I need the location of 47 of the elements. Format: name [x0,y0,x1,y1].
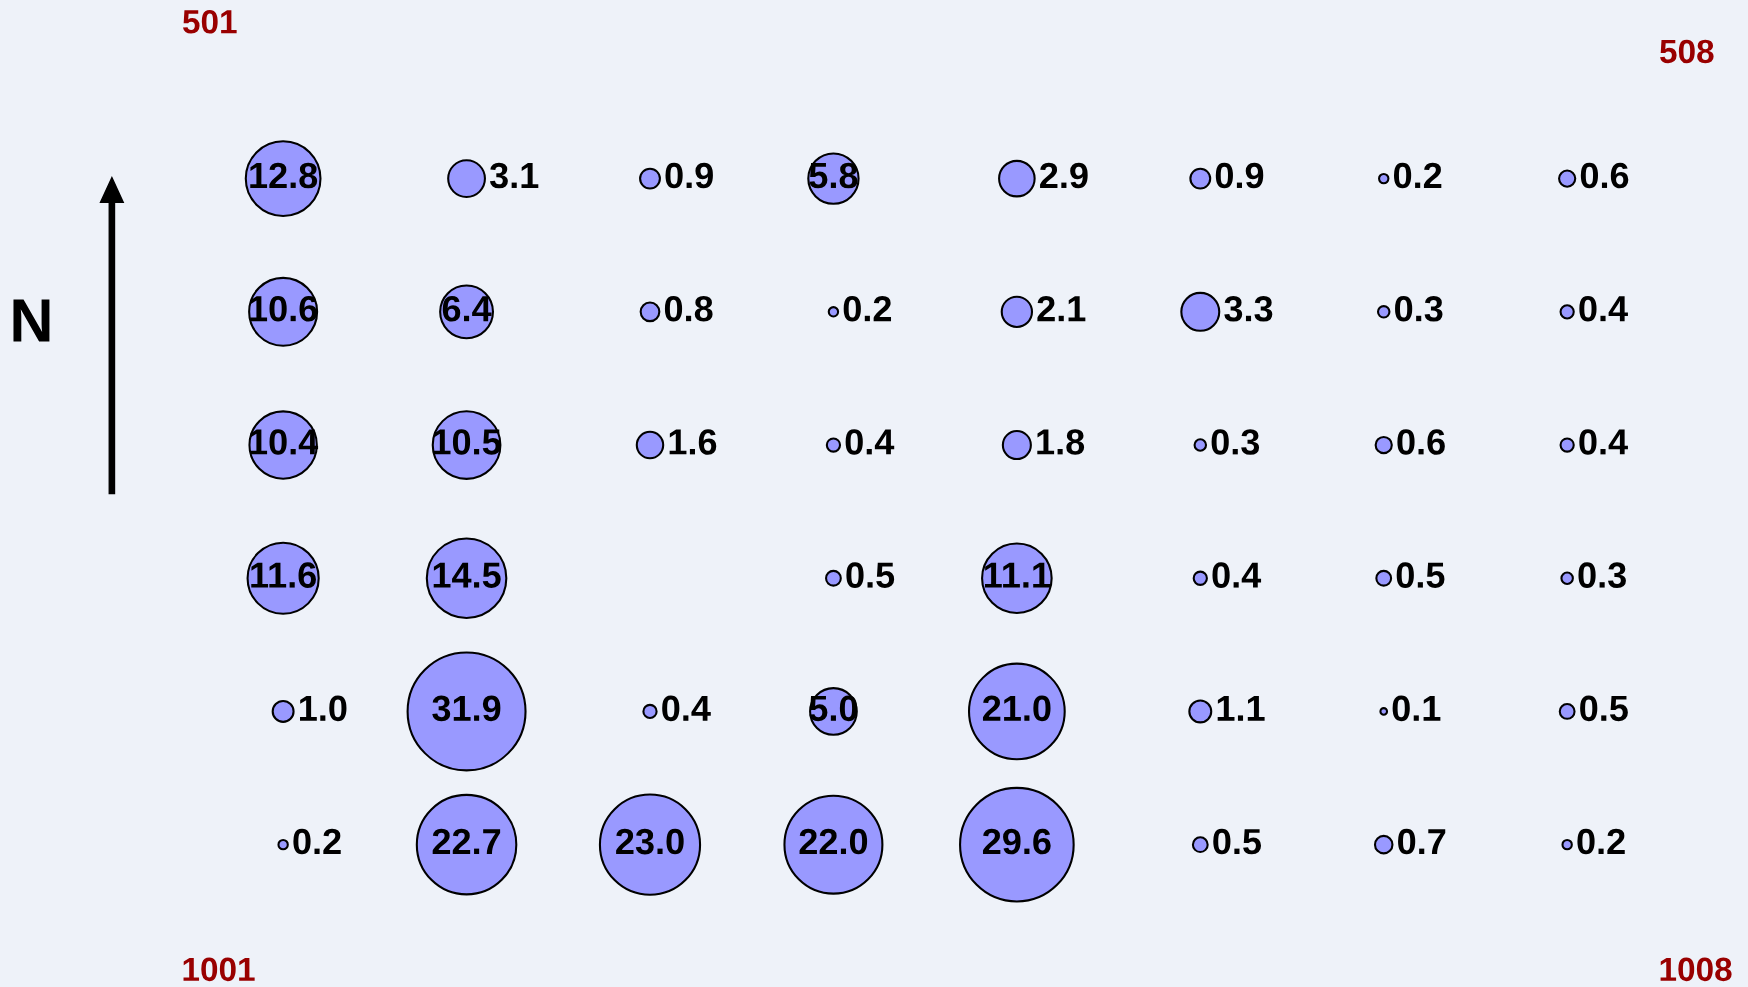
data-label: 0.5 [1213,828,1262,855]
data-label: 0.8 [664,295,713,322]
data-label: 0.4 [662,695,711,722]
data-label: 0.3 [1578,562,1626,588]
data-label: 1.6 [669,429,717,455]
data-label: 3.1 [489,162,539,189]
data-label: 14.5 [433,562,501,588]
data-label: 2.9 [1040,162,1088,189]
data-label: 3.3 [1224,295,1273,322]
data-label: 31.9 [432,695,501,722]
data-label: 1.8 [1037,429,1085,455]
text: 501 [182,10,237,34]
data-label: 0.2 [1393,162,1442,189]
data-label: 1.1 [1217,695,1265,721]
text: 1001 [183,957,255,982]
data-label: 0.2 [843,295,892,322]
data-label: 0.2 [1577,828,1625,855]
data-label: 2.1 [1037,295,1086,322]
text: N [13,299,50,342]
data-label: 0.5 [1396,562,1445,588]
data-label: 12.8 [250,162,318,189]
data-label: 0.4 [1579,295,1628,322]
data-label: 0.4 [1579,429,1628,455]
data-label: 21.0 [982,695,1051,722]
data-label: 23.0 [616,828,684,855]
data-label: 0.9 [665,162,713,189]
data-label: 0.4 [1212,562,1262,588]
data-label: 11.1 [984,562,1051,588]
data-label: 0.5 [846,562,895,588]
data-label: 22.0 [799,828,868,855]
data-label: 0.6 [1580,162,1629,189]
data-label: 0.2 [293,828,341,855]
text: 508 [1660,39,1714,64]
data-label: 0.3 [1211,429,1260,455]
data-label: 6.4 [442,295,492,322]
data-label: 0.5 [1580,695,1628,722]
data-label: 0.6 [1397,429,1445,455]
data-label: 0.3 [1395,295,1443,322]
data-label: 22.7 [432,828,501,854]
data-label: 1.0 [300,695,347,722]
data-label: 29.6 [982,828,1051,855]
data-label: 0.1 [1392,695,1441,722]
data-label: 0.9 [1215,162,1264,189]
text: 1008 [1660,957,1732,982]
data-label: 0.4 [845,429,895,455]
data-label: 0.7 [1398,828,1446,855]
data-label: 11.6 [251,562,316,588]
